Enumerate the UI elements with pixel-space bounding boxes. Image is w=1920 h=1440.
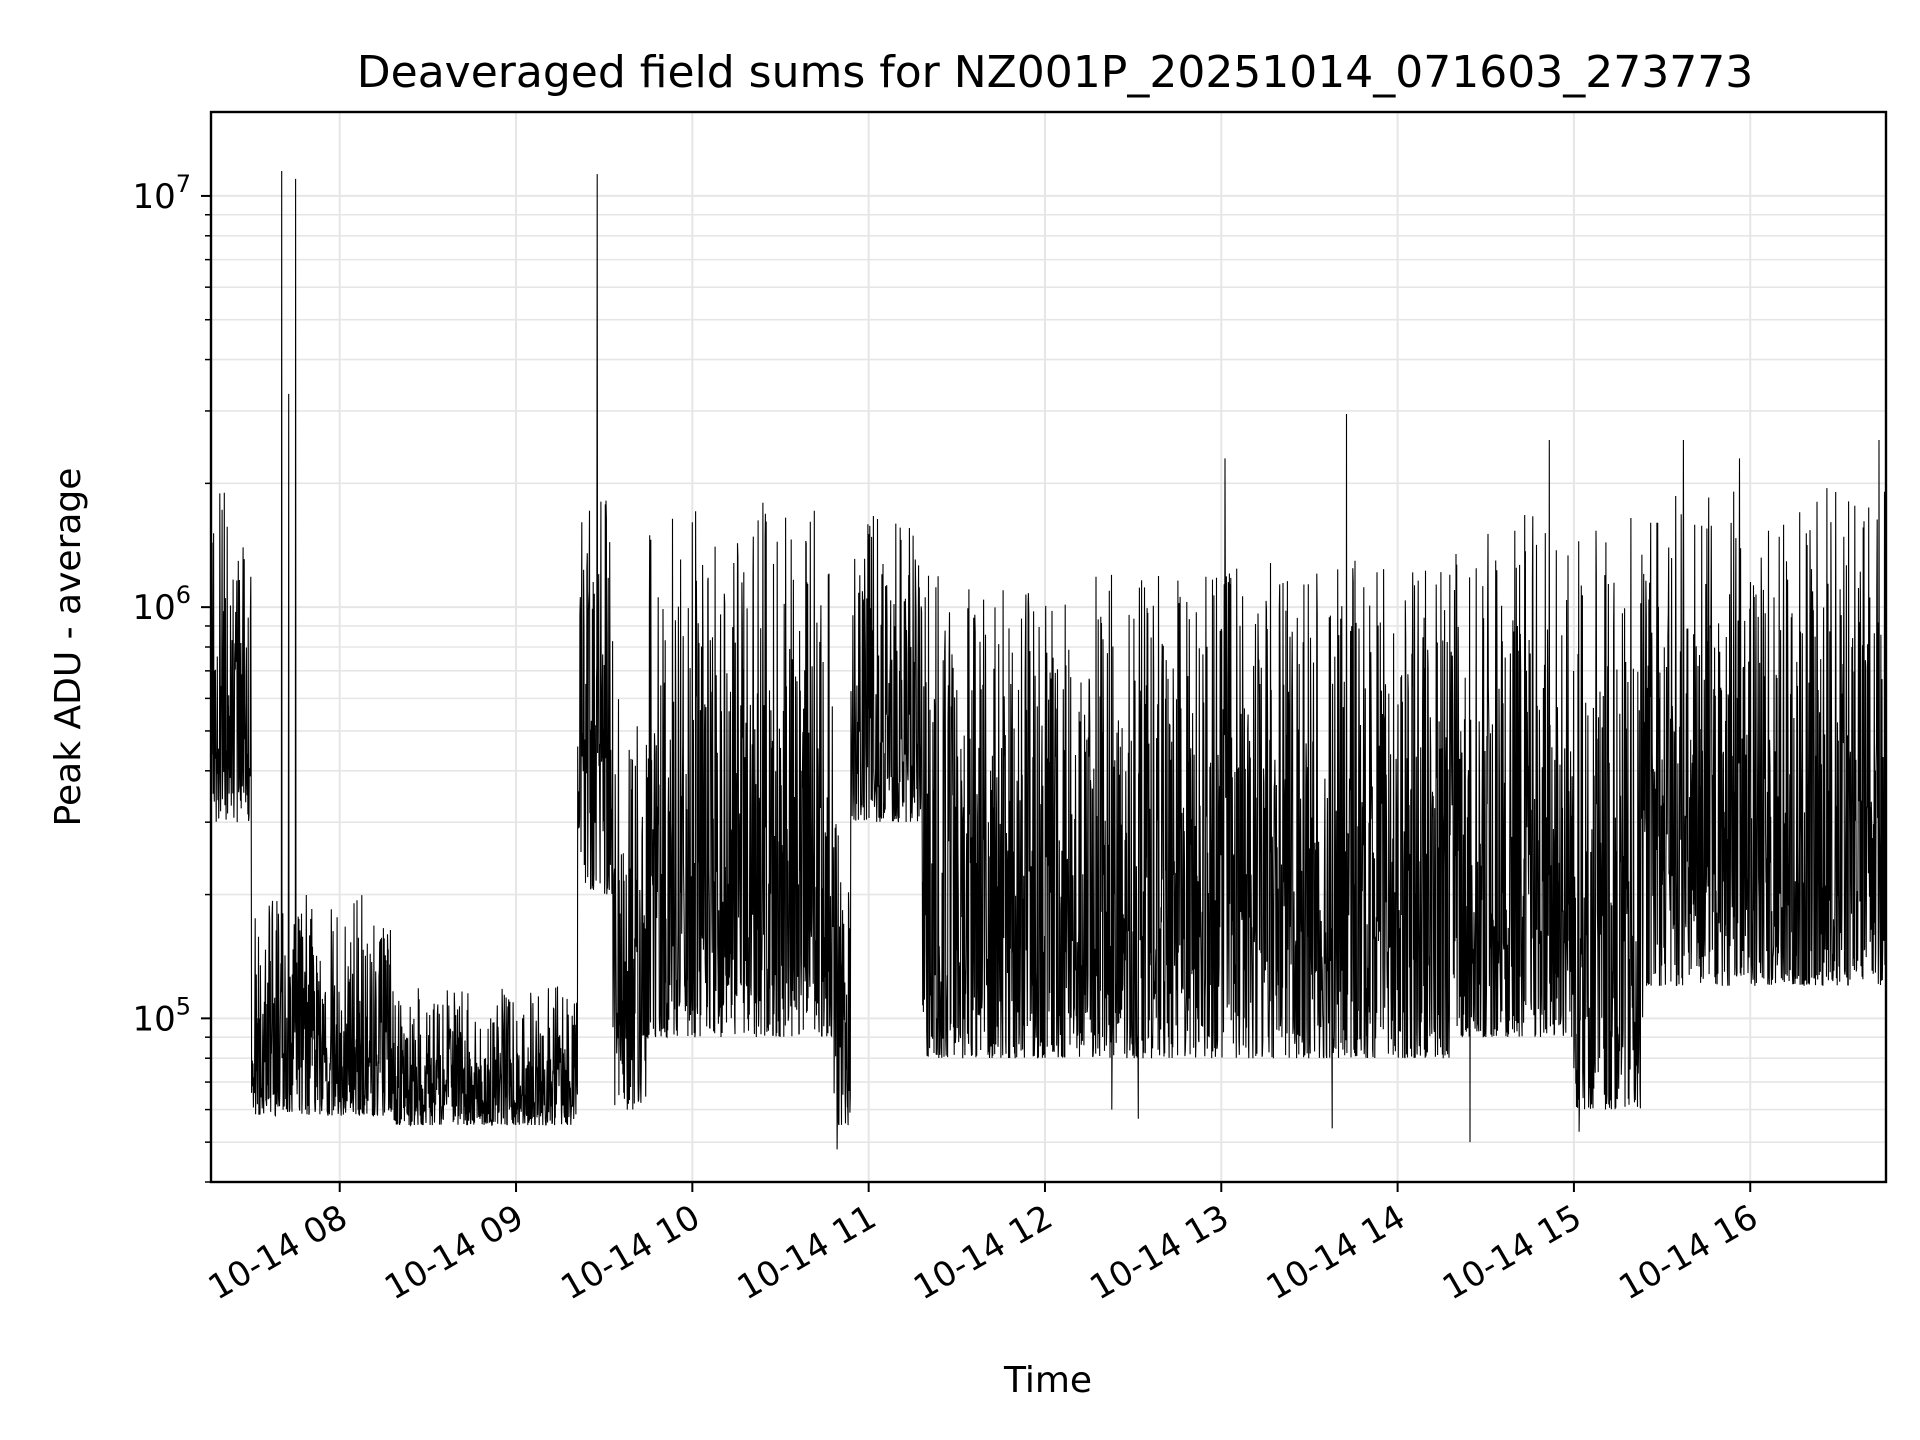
x-tick-label: 10-14 12 — [907, 1197, 1059, 1308]
x-axis-ticks: 10-14 08 10-14 09 10-14 10 10-14 11 10-14 12… — [202, 1182, 1765, 1308]
x-axis-label: Time — [1003, 1360, 1092, 1401]
y-tick-exponent: 6 — [176, 581, 191, 609]
data-series — [210, 170, 1887, 1150]
chart-title: Deaveraged field sums for NZ001P_2025101… — [357, 47, 1753, 98]
y-axis-label: Peak ADU - average — [48, 468, 89, 827]
series-line — [210, 170, 1887, 1150]
x-tick-label: 10-14 14 — [1260, 1197, 1412, 1308]
x-tick-label: 10-14 11 — [731, 1197, 883, 1308]
y-tick-base: 10 — [132, 999, 175, 1039]
x-tick-label: 10-14 08 — [202, 1197, 354, 1308]
y-tick-label: 107 — [132, 170, 191, 217]
x-tick-label: 10-14 15 — [1436, 1197, 1588, 1308]
y-tick-label: 106 — [132, 581, 191, 628]
x-tick-label: 10-14 09 — [378, 1197, 530, 1308]
y-tick-exponent: 7 — [176, 170, 191, 198]
y-tick-base: 10 — [132, 177, 175, 217]
x-tick-label: 10-14 13 — [1083, 1197, 1235, 1308]
y-tick-label: 105 — [132, 992, 191, 1039]
x-tick-label: 10-14 10 — [554, 1197, 706, 1308]
y-tick-exponent: 5 — [176, 992, 191, 1020]
x-tick-label: 10-14 16 — [1612, 1197, 1764, 1308]
y-tick-base: 10 — [132, 588, 175, 628]
